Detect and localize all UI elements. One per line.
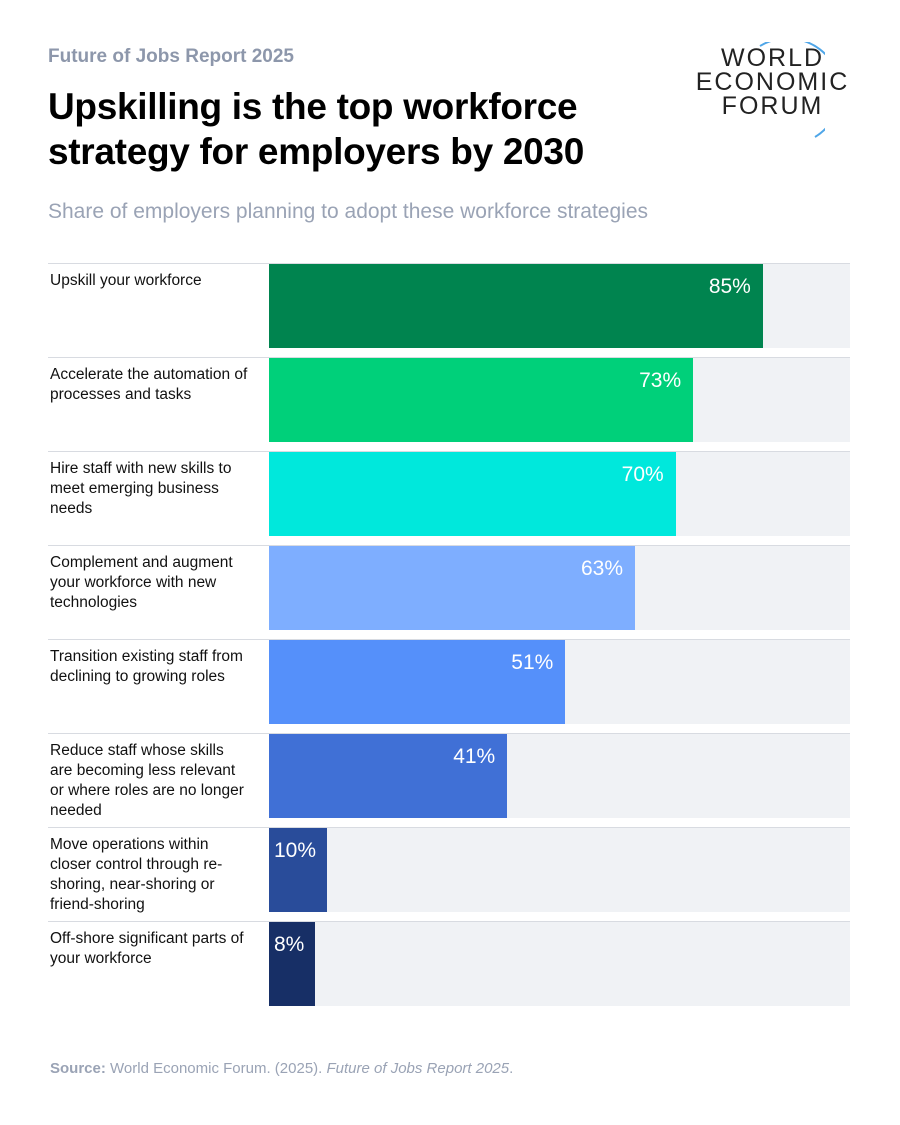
source-text: World Economic Forum. (2025). <box>110 1060 327 1077</box>
bar <box>269 828 328 912</box>
value-label: 41% <box>453 745 496 768</box>
row: Transition existing staff from declining… <box>48 639 850 733</box>
separator <box>48 451 850 452</box>
chart-title: Upskilling is the top workforce strategy… <box>48 86 584 172</box>
chart-subtitle: Share of employers planning to adopt the… <box>48 200 649 223</box>
row: Hire staff with new skills to meet emerg… <box>48 451 850 545</box>
separator <box>48 263 850 264</box>
bar <box>269 452 676 536</box>
bar <box>269 640 566 724</box>
row: Complement and augment your workforce wi… <box>48 545 850 639</box>
value-label: 63% <box>581 557 624 580</box>
row: Reduce staff whose skills are becoming l… <box>48 733 850 827</box>
separator <box>48 921 850 922</box>
category-label: Off-shore significant parts of your work… <box>50 930 244 967</box>
bar <box>269 922 316 1006</box>
bar-track: 51% <box>269 640 850 724</box>
category-label: Hire staff with new skills to meet emerg… <box>50 460 232 517</box>
row: Upskill your workforce 85% <box>48 263 850 357</box>
source-publication: Future of Jobs Report 2025 <box>326 1060 510 1077</box>
logo-line: FORUM <box>721 92 824 120</box>
value-label: 73% <box>639 369 682 392</box>
value-label: 51% <box>511 651 554 674</box>
bar <box>269 358 694 442</box>
logo: WORLD ECONOMIC FORUM <box>690 44 855 120</box>
value-label: 10% <box>274 839 317 862</box>
value-label: 8% <box>274 933 305 956</box>
bar <box>269 734 508 818</box>
bar-track: 41% <box>269 734 850 818</box>
bar-track: 85% <box>269 264 850 348</box>
source-end: . <box>509 1060 514 1077</box>
source: Source: World Economic Forum. (2025). Fu… <box>50 1060 513 1077</box>
separator <box>48 733 850 734</box>
source-label: Source: <box>50 1060 106 1077</box>
row: Move operations within closer control th… <box>48 827 850 921</box>
category-label: Complement and augment your workforce wi… <box>50 554 233 611</box>
category-label: Accelerate the automation of processes a… <box>50 366 248 403</box>
bar-track: 70% <box>269 452 850 536</box>
bar-track: 8% <box>269 922 850 1006</box>
value-label: 70% <box>621 463 664 486</box>
bar <box>269 546 636 630</box>
bar <box>269 264 763 348</box>
bar-track: 73% <box>269 358 850 442</box>
separator <box>48 827 850 828</box>
category-label: Reduce staff whose skills are becoming l… <box>50 742 244 819</box>
bar-track: 63% <box>269 546 850 630</box>
separator <box>48 639 850 640</box>
category-label: Move operations within closer control th… <box>50 836 223 913</box>
value-label: 85% <box>708 275 751 298</box>
category-label: Upskill your workforce <box>50 272 202 289</box>
category-label: Transition existing staff from declining… <box>50 648 243 685</box>
row: Off-shore significant parts of your work… <box>48 921 850 1015</box>
separator <box>48 357 850 358</box>
logo-line: ECONOMIC <box>695 68 850 96</box>
logo-line: WORLD <box>720 44 825 72</box>
bar-track: 10% <box>269 828 850 912</box>
separator <box>48 545 850 546</box>
kicker: Future of Jobs Report 2025 <box>48 46 294 67</box>
row: Accelerate the automation of processes a… <box>48 357 850 451</box>
